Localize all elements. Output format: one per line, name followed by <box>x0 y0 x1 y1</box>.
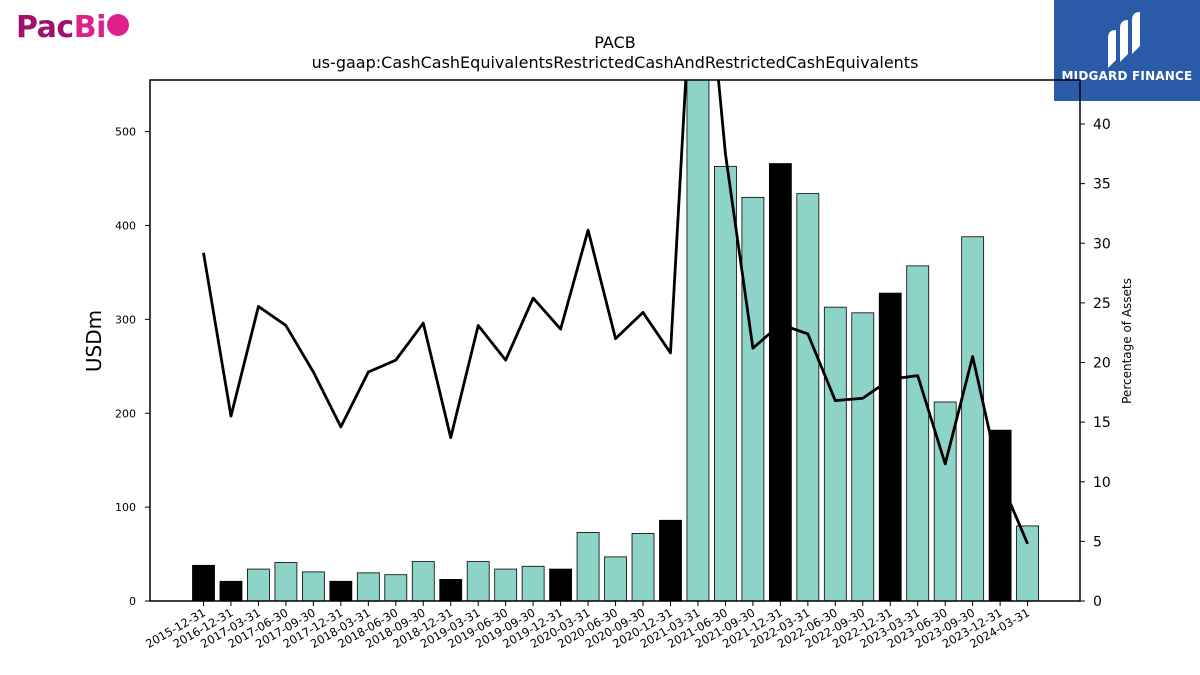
y-tick-label: 0 <box>129 595 136 608</box>
bar-2022-06-30 <box>823 306 847 601</box>
bar-2019-03-31 <box>466 561 490 601</box>
bar-2022-12-31 <box>878 292 902 601</box>
pacbio-logo: PacBi <box>16 10 129 45</box>
bar-2019-09-30 <box>521 565 545 601</box>
y2-tick-label: 0 <box>1093 594 1102 610</box>
bar-2021-06-30 <box>714 165 737 601</box>
bar-2020-06-30 <box>604 556 627 601</box>
bar-series <box>192 80 1039 601</box>
bar-2017-12-31 <box>329 580 353 601</box>
y-tick-label: 200 <box>115 407 136 420</box>
y2-tick-label: 25 <box>1093 296 1111 312</box>
y2-tick-label: 40 <box>1093 117 1111 133</box>
y-axis-right: 0 5 10 15 20 25 30 35 40 <box>1080 117 1111 610</box>
y-tick-label: 400 <box>115 220 136 233</box>
bar-2023-12-31 <box>988 429 1012 601</box>
bar-2021-12-31 <box>768 163 792 601</box>
bar-2023-09-30 <box>961 236 985 601</box>
percentage-line <box>202 80 1029 545</box>
x-axis: 2015-12-312016-12-312017-03-312017-06-30… <box>143 601 1032 651</box>
bar-2018-12-31 <box>439 579 463 601</box>
chart-subtitle: us-gaap:CashCashEquivalentsRestrictedCas… <box>312 53 919 72</box>
y2-tick-label: 15 <box>1093 415 1111 431</box>
bar-2021-03-31 <box>686 80 710 601</box>
bar-2020-03-31 <box>576 532 600 601</box>
y2-tick-label: 10 <box>1093 475 1111 491</box>
midgard-m-logo-icon <box>1108 12 1140 68</box>
bar-2023-03-31 <box>906 265 930 601</box>
logo-text-bio: Bi <box>73 10 107 45</box>
y2-tick-label: 35 <box>1093 177 1111 193</box>
y-tick-label: 300 <box>115 313 136 326</box>
logo-text-pac: Pac <box>16 10 74 45</box>
bar-2018-06-30 <box>384 574 408 601</box>
y-tick-label: 100 <box>115 501 136 514</box>
y2-tick-label: 30 <box>1093 236 1111 252</box>
bar-2021-09-30 <box>741 196 765 601</box>
line-series <box>202 80 1029 545</box>
bar-2016-12-31 <box>219 580 243 601</box>
y2-tick-label: 20 <box>1093 356 1111 372</box>
bar-2022-03-31 <box>796 193 820 601</box>
bar-2017-06-30 <box>274 562 298 601</box>
y-axis-left: 0 100 200 300 400 500 <box>115 126 150 608</box>
logo-dot-icon <box>106 14 129 36</box>
bar-2019-12-31 <box>549 568 573 601</box>
bar-2018-09-30 <box>411 561 435 601</box>
y-tick-label: 500 <box>115 126 136 139</box>
bar-2020-09-30 <box>631 533 655 601</box>
y2-axis-label: Percentage of Assets <box>1120 278 1134 404</box>
chart-title: PACB <box>594 33 635 52</box>
midgard-finance-name: MIDGARD FINANCE <box>1061 69 1193 83</box>
plot-frame <box>149 79 1081 602</box>
bar-2022-09-30 <box>851 312 875 601</box>
bar-2024-03-31 <box>1016 525 1039 601</box>
bar-2018-03-31 <box>356 572 380 601</box>
bar-2020-12-31 <box>659 519 682 601</box>
bar-2017-09-30 <box>301 571 325 601</box>
midgard-finance-logo: MIDGARD FINANCE <box>1054 0 1200 101</box>
y-axis-label: USDm <box>82 310 106 372</box>
bar-2019-06-30 <box>494 568 518 601</box>
y2-tick-label: 5 <box>1093 534 1102 550</box>
bar-2017-03-31 <box>247 568 270 601</box>
bar-2015-12-31 <box>192 564 215 601</box>
